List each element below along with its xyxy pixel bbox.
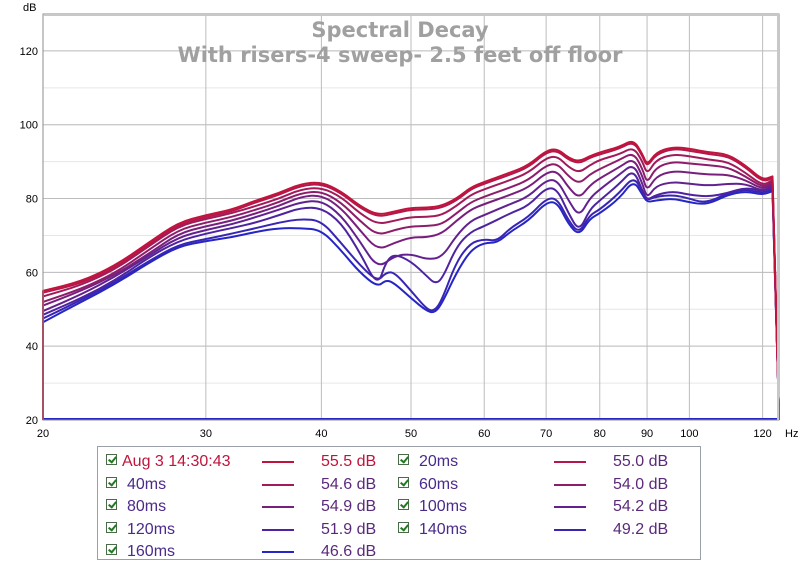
legend-checkbox[interactable] — [398, 476, 409, 488]
legend-entry: Aug 3 14:30:43 55.5 dB — [106, 450, 396, 472]
series-line-6 — [42, 172, 780, 420]
legend-swatch — [262, 483, 294, 486]
series-line-1 — [42, 142, 780, 420]
series-group — [42, 140, 780, 420]
series-line-0 — [42, 140, 780, 420]
legend-value: 54.0 dB — [613, 475, 669, 493]
legend-entry: 120ms 51.9 dB — [106, 518, 396, 540]
legend-value: 46.6 dB — [321, 543, 377, 560]
series-line-5 — [42, 166, 780, 420]
legend-label: 60ms — [419, 475, 459, 493]
frame-group — [42, 13, 780, 421]
legend-checkbox[interactable] — [398, 454, 409, 465]
chart-title: Spectral Decay — [311, 18, 489, 42]
legend-checkbox[interactable] — [106, 499, 117, 510]
legend-label: 20ms — [419, 453, 459, 470]
x-tick-label: 20 — [37, 428, 49, 440]
series-line-4 — [42, 160, 780, 420]
legend-label: 100ms — [419, 498, 468, 515]
legend-swatch — [554, 483, 586, 486]
legend-swatch — [262, 461, 294, 463]
legend-label: Aug 3 14:30:43 — [122, 453, 231, 470]
legend-checkbox[interactable] — [106, 521, 117, 533]
x-unit-label: Hz — [785, 428, 798, 440]
x-tick-label: 120 — [753, 428, 771, 440]
x-tick-label: 50 — [405, 428, 417, 440]
legend-label: 80ms — [127, 498, 167, 515]
legend-entry: 80ms 54.9 dB — [106, 495, 396, 517]
x-tick-label: 40 — [315, 428, 327, 440]
y-tick-label: 60 — [26, 267, 38, 279]
legend: Aug 3 14:30:43 55.5 dB 20ms 55.0 dB 40ms 54.6… — [97, 446, 701, 560]
x-tick-label: 90 — [641, 428, 653, 440]
legend-label: 140ms — [419, 520, 468, 538]
legend-swatch — [262, 506, 294, 508]
legend-swatch — [262, 551, 294, 553]
legend-entry: 140ms 49.2 dB — [398, 518, 688, 540]
legend-checkbox[interactable] — [398, 499, 409, 510]
legend-checkbox[interactable] — [106, 544, 117, 555]
legend-swatch — [262, 528, 294, 531]
legend-checkbox[interactable] — [398, 521, 409, 533]
legend-swatch — [554, 506, 586, 508]
legend-value: 49.2 dB — [613, 520, 669, 538]
legend-swatch — [554, 461, 586, 463]
legend-label: 160ms — [127, 543, 176, 560]
x-tick-label: 60 — [478, 428, 490, 440]
legend-value: 54.6 dB — [321, 475, 377, 493]
legend-entry: 20ms 55.0 dB — [398, 450, 688, 472]
x-tick-label: 100 — [680, 428, 698, 440]
legend-value: 55.5 dB — [321, 453, 377, 470]
x-tick-label: 30 — [200, 428, 212, 440]
legend-value: 54.2 dB — [613, 498, 669, 515]
x-tick-label: 80 — [594, 428, 606, 440]
y-tick-label: 100 — [20, 120, 38, 132]
legend-entry: 160ms 46.6 dB — [106, 540, 396, 562]
legend-swatch — [554, 528, 586, 531]
legend-entry: 60ms 54.0 dB — [398, 473, 688, 495]
legend-label: 40ms — [127, 475, 167, 493]
legend-entry: 40ms 54.6 dB — [106, 473, 396, 495]
y-tick-label: 120 — [20, 46, 38, 58]
legend-checkbox[interactable] — [106, 476, 117, 488]
y-tick-label: 40 — [26, 341, 38, 353]
series-line-3 — [42, 154, 780, 420]
series-line-7 — [42, 179, 780, 420]
x-tick-label: 70 — [540, 428, 552, 440]
y-axis-label: dB — [23, 2, 36, 14]
legend-checkbox[interactable] — [106, 454, 117, 465]
y-tick-label: 20 — [26, 415, 38, 427]
tick-group: 20 40 60 80 100 120 20 30 40 50 60 70 80 90 100 120 Hz — [20, 46, 799, 440]
legend-value: 51.9 dB — [321, 520, 377, 538]
legend-value: 54.9 dB — [321, 498, 377, 515]
y-tick-label: 80 — [26, 194, 38, 206]
legend-value: 55.0 dB — [613, 453, 669, 470]
legend-label: 120ms — [127, 520, 176, 538]
series-line-2 — [42, 148, 780, 420]
legend-entry: 100ms 54.2 dB — [398, 495, 688, 517]
series-line-8 — [42, 183, 780, 420]
chart-subtitle: With risers-4 sweep- 2.5 feet off floor — [178, 43, 624, 67]
